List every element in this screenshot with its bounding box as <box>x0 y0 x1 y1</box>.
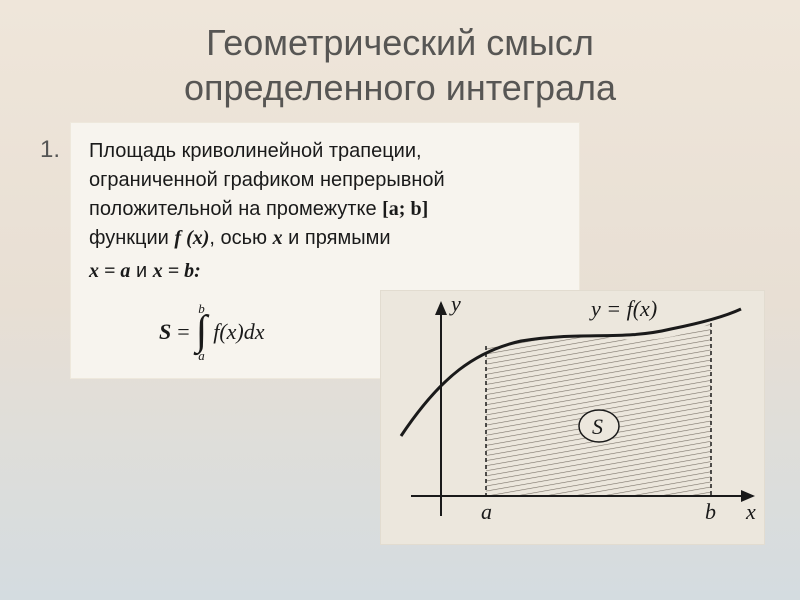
label-x: x <box>745 499 756 524</box>
interval: [a; b] <box>382 198 428 220</box>
xb: x = b: <box>153 260 201 282</box>
t5b: и <box>130 260 152 282</box>
integral-diagram: y x a b y = f(x) S <box>380 290 765 545</box>
integrand: f(x)dx <box>213 316 264 348</box>
label-y: y <box>449 291 461 316</box>
text-line-4: функции f (x), осью x и прямыми <box>89 224 561 253</box>
int-lower: a <box>198 349 205 362</box>
int-symbol: ∫ <box>196 315 208 349</box>
text-line-1: Площадь криволинейной трапеции, <box>89 137 561 166</box>
list-number: 1. <box>30 122 70 379</box>
text-line-2: ограниченной графиком непрерывной <box>89 166 561 195</box>
label-s: S <box>592 414 603 439</box>
t1: Площадь криволинейной трапеции, <box>89 140 422 162</box>
label-a: a <box>481 499 492 524</box>
t4a: функции <box>89 227 174 249</box>
title-line-2: определенного интеграла <box>184 67 616 108</box>
slide-title: Геометрический смысл определенного интег… <box>0 0 800 122</box>
t4c: и прямыми <box>283 227 391 249</box>
xa: x = a <box>89 260 130 282</box>
label-b: b <box>705 499 716 524</box>
fx: f (x) <box>174 227 209 249</box>
t2: ограниченной графиком непрерывной <box>89 169 445 191</box>
axis-x: x <box>273 227 283 249</box>
title-line-1: Геометрический смысл <box>206 22 594 63</box>
integral-sign: b ∫ a <box>196 302 208 362</box>
formula-s: S <box>159 316 171 348</box>
diagram-svg: y x a b y = f(x) S <box>381 291 766 546</box>
text-line-5: x = a и x = b: <box>89 257 561 286</box>
text-line-3: положительной на промежутке [a; b] <box>89 195 561 224</box>
t3a: положительной на промежутке <box>89 198 382 220</box>
formula-eq: = <box>177 316 189 348</box>
t4b: , осью <box>209 227 272 249</box>
label-func: y = f(x) <box>589 296 657 321</box>
